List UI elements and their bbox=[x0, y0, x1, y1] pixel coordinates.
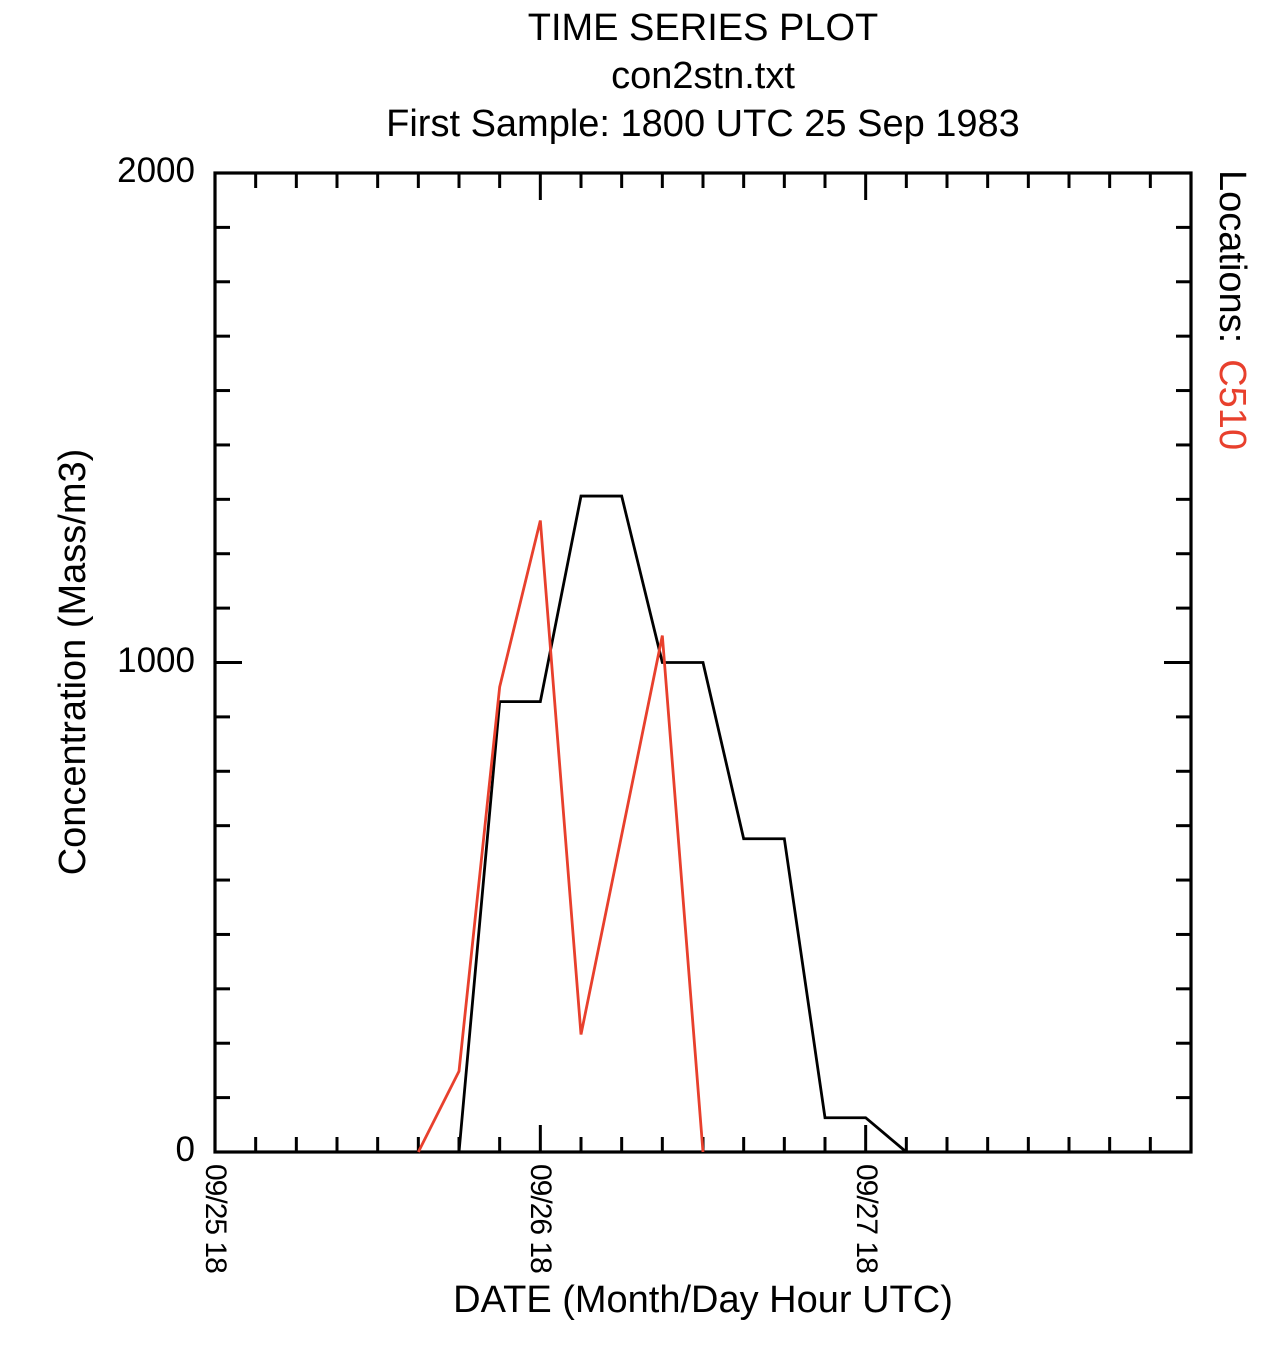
legend-prefix: Locations: bbox=[1211, 170, 1253, 344]
x-tick-label-0925-18: 09/25 18 bbox=[199, 1164, 232, 1273]
chart-title: TIME SERIES PLOT bbox=[527, 7, 879, 49]
chart-subtitle: con2stn.txt bbox=[611, 55, 795, 97]
x-axis-title: DATE (Month/Day Hour UTC) bbox=[453, 1279, 953, 1321]
y-tick-label-1000: 1000 bbox=[117, 640, 195, 680]
y-tick-label-0: 0 bbox=[175, 1130, 195, 1169]
x-tick-label-0927-18: 09/27 18 bbox=[849, 1164, 883, 1273]
series-line-c510 bbox=[417, 520, 705, 1153]
y-tick-label-2000: 2000 bbox=[117, 151, 195, 190]
chart-titles: TIME SERIES PLOT con2stn.txt First Sampl… bbox=[215, 4, 1191, 148]
legend-station-c510: C510 bbox=[1211, 359, 1253, 451]
chart-caption: First Sample: 1800 UTC 25 Sep 1983 bbox=[386, 103, 1020, 145]
legend: Locations: C510 bbox=[1211, 170, 1253, 450]
series-line-black bbox=[457, 494, 908, 1154]
x-tick-label-0926-18: 09/26 18 bbox=[524, 1164, 558, 1273]
